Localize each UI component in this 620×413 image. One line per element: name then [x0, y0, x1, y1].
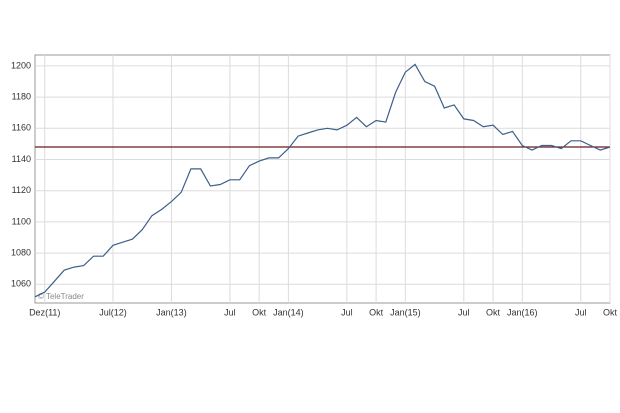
x-tick-label: Jul [224, 307, 236, 317]
x-tick-label: Dez(11) [29, 307, 60, 317]
x-tick-label: Okt [603, 307, 618, 317]
y-tick-label: 1100 [12, 216, 31, 226]
y-tick-label: 1180 [12, 91, 31, 101]
x-tick-label: Okt [486, 307, 501, 317]
y-tick-label: 1060 [11, 279, 31, 289]
x-tick-label: Jan(13) [156, 307, 187, 317]
x-tick-label: Okt [252, 307, 267, 317]
y-tick-label: 1160 [12, 123, 31, 133]
y-tick-label: 1120 [12, 185, 31, 195]
y-tick-label: 1080 [11, 247, 31, 257]
x-tick-label: Jan(16) [507, 307, 538, 317]
x-tick-label: Jul(12) [99, 307, 127, 317]
y-tick-label: 1200 [11, 60, 31, 70]
x-tick-label: Jan(14) [273, 307, 304, 317]
y-tick-label: 1140 [12, 154, 31, 164]
plot-area [34, 54, 611, 304]
watermark: © TeleTrader [38, 292, 84, 301]
x-tick-label: Jul [575, 307, 587, 317]
x-tick-label: Jul [458, 307, 470, 317]
data-line [34, 63, 611, 298]
x-tick-label: Jan(15) [390, 307, 421, 317]
x-tick-label: Jul [341, 307, 353, 317]
x-tick-label: Okt [369, 307, 384, 317]
